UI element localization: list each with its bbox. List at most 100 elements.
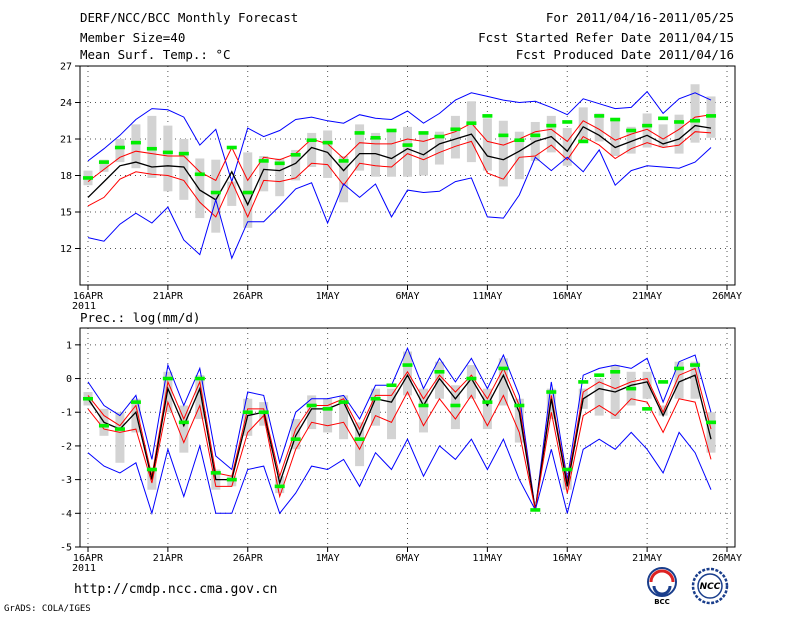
x-year-label: 2011 xyxy=(72,301,96,312)
x-tick-label: 16MAY xyxy=(552,553,582,564)
median-marker xyxy=(450,127,461,132)
median-marker xyxy=(386,128,397,133)
ensemble-box xyxy=(195,158,205,219)
ensemble-box xyxy=(594,113,604,142)
ensemble-box xyxy=(674,361,684,399)
ensemble-box xyxy=(131,398,141,433)
ensemble-box xyxy=(323,130,333,178)
median-marker xyxy=(434,134,445,139)
median-marker xyxy=(530,133,541,138)
ensemble-box xyxy=(131,124,141,169)
y-tick-label: -4 xyxy=(60,509,72,520)
median-marker xyxy=(610,117,621,122)
ensemble-box xyxy=(163,125,173,192)
ensemble-box xyxy=(466,101,476,163)
median-marker xyxy=(514,403,525,408)
median-marker xyxy=(578,139,589,144)
x-tick-label: 11MAY xyxy=(472,553,502,564)
ensemble-box xyxy=(339,156,349,203)
median-marker xyxy=(146,467,157,472)
forecast-period: For 2011/04/16-2011/05/25 xyxy=(545,10,734,25)
ensemble-box xyxy=(355,422,365,467)
median-marker xyxy=(706,420,717,425)
ensemble-box xyxy=(546,115,556,153)
x-tick-label: 21MAY xyxy=(632,553,662,564)
source-url[interactable]: http://cmdp.ncc.cma.gov.cn xyxy=(74,582,278,597)
y-tick-label: 0 xyxy=(66,374,72,385)
median-marker xyxy=(162,376,173,381)
median-marker xyxy=(386,383,397,388)
ensemble-box xyxy=(690,361,700,399)
median-marker xyxy=(210,471,221,475)
ensemble-box xyxy=(642,113,652,148)
median-marker xyxy=(114,427,125,431)
median-marker xyxy=(658,380,669,384)
median-marker xyxy=(674,120,685,124)
median-marker xyxy=(290,437,301,441)
median-marker xyxy=(418,131,429,135)
median-marker xyxy=(498,366,509,371)
ensemble-box xyxy=(546,388,556,419)
median-marker xyxy=(450,403,461,408)
median-marker xyxy=(338,159,349,163)
median-marker xyxy=(594,373,605,377)
y-tick-label: 1 xyxy=(66,340,72,351)
ensemble-box xyxy=(498,120,508,187)
median-marker xyxy=(466,121,477,125)
median-marker xyxy=(658,116,669,121)
x-tick-label: 26MAY xyxy=(712,291,742,302)
y-tick-label: 27 xyxy=(60,62,72,73)
ensemble-box xyxy=(658,124,668,148)
median-marker xyxy=(226,477,237,482)
median-marker xyxy=(242,410,253,415)
ensemble-box xyxy=(307,395,317,430)
min-line xyxy=(87,431,712,516)
ensemble-box xyxy=(418,388,428,433)
ensemble-box xyxy=(514,398,524,443)
x-tick-label: 11MAY xyxy=(472,291,502,302)
median-marker xyxy=(306,138,317,143)
median-marker xyxy=(498,133,509,138)
median-marker xyxy=(562,467,573,472)
ensemble-box xyxy=(339,395,349,440)
ensemble-box xyxy=(147,115,157,178)
ensemble-box xyxy=(466,365,476,399)
median-marker xyxy=(338,400,349,404)
median-marker xyxy=(242,190,253,195)
max-line xyxy=(87,346,712,510)
ensemble-box xyxy=(115,412,125,463)
median-marker xyxy=(162,150,173,155)
y-tick-label: 12 xyxy=(60,244,72,255)
ensemble-box xyxy=(195,375,205,419)
bcc-logo-text: BCC xyxy=(654,598,670,606)
median-marker xyxy=(322,140,333,145)
x-tick-label: 21APR xyxy=(153,291,184,302)
ncc-logo: NCC xyxy=(690,566,730,606)
ensemble-box xyxy=(482,118,492,171)
y-tick-label: 15 xyxy=(60,208,72,219)
y-tick-label: 24 xyxy=(60,98,72,109)
median-marker xyxy=(418,403,429,408)
y-tick-label: -5 xyxy=(60,543,72,554)
ensemble-box xyxy=(291,418,301,450)
median-marker xyxy=(98,160,109,164)
median-marker xyxy=(130,140,141,145)
ensemble-box xyxy=(482,388,492,430)
x-tick-label: 16MAY xyxy=(552,291,582,302)
median-marker xyxy=(514,138,525,143)
median-marker xyxy=(290,153,301,157)
ensemble-box xyxy=(291,149,301,181)
median-marker xyxy=(594,114,605,118)
median-marker xyxy=(642,407,653,411)
min-line xyxy=(87,147,712,260)
ensemble-box xyxy=(514,131,524,180)
ensemble-box xyxy=(498,358,508,406)
ensemble-box xyxy=(179,139,189,200)
median-marker xyxy=(402,143,413,147)
median-marker xyxy=(178,420,189,425)
median-marker xyxy=(402,363,413,367)
ensemble-box xyxy=(115,139,125,163)
y-tick-label: 18 xyxy=(60,171,72,182)
median-marker xyxy=(466,376,477,381)
